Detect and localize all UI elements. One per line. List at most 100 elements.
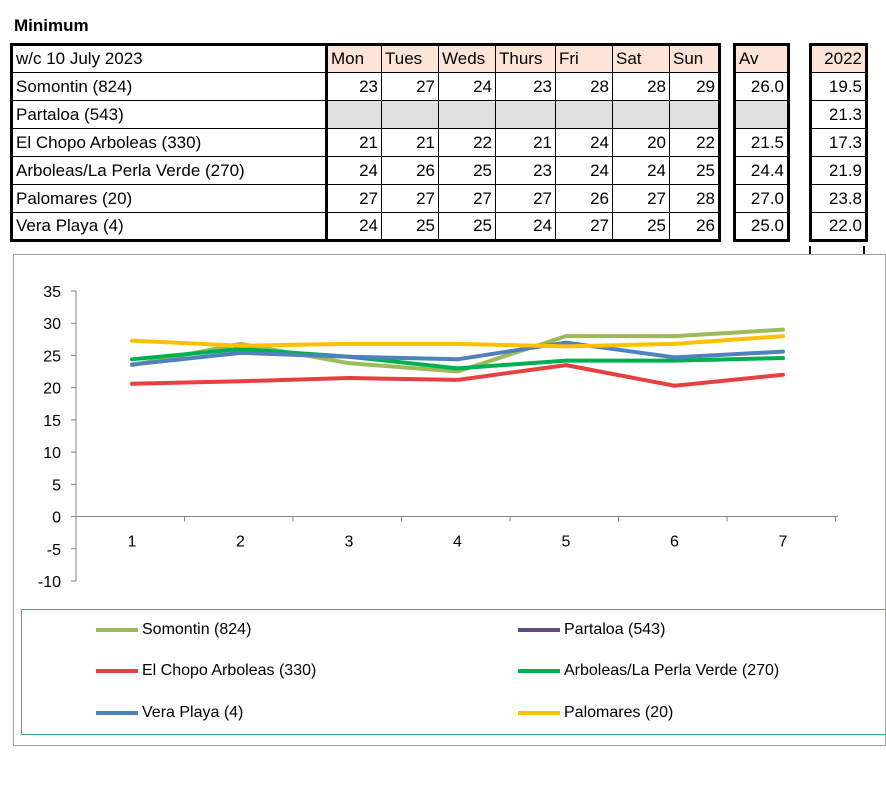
legend-label: Partaloa (543) xyxy=(564,621,666,638)
station-name-cell[interactable]: Palomares (20) xyxy=(10,184,328,213)
value-cell[interactable] xyxy=(381,100,439,129)
value-cell[interactable]: 23 xyxy=(495,72,556,101)
y-tick-label: 35 xyxy=(43,284,61,301)
value-cell[interactable]: 24 xyxy=(326,156,382,185)
day-header-sun[interactable]: Sun xyxy=(669,44,720,73)
legend-label: Palomares (20) xyxy=(564,704,674,721)
station-name-cell[interactable]: Partaloa (543) xyxy=(10,100,328,129)
y-tick-label: -5 xyxy=(47,542,61,559)
value-cell[interactable]: 24 xyxy=(612,156,670,185)
value-cell[interactable]: 28 xyxy=(555,72,613,101)
value-cell[interactable]: 21 xyxy=(495,128,556,157)
average-cell[interactable]: 21.5 xyxy=(734,128,789,157)
value-cell[interactable] xyxy=(612,100,670,129)
legend-item: Vera Playa (4) xyxy=(96,704,243,722)
table-row: Vera Playa (4) 24 25 25 24 27 25 26 xyxy=(10,212,720,241)
value-cell[interactable]: 23 xyxy=(495,156,556,185)
legend-swatch xyxy=(518,669,560,673)
day-header-weds[interactable]: Weds xyxy=(438,44,496,73)
table-row: Arboleas/La Perla Verde (270) 24 26 25 23 24 2… xyxy=(10,156,720,185)
average-cell[interactable]: 24.4 xyxy=(734,156,789,185)
value-cell[interactable]: 24 xyxy=(438,72,496,101)
value-cell[interactable]: 26 xyxy=(381,156,439,185)
value-cell[interactable]: 26 xyxy=(555,184,613,213)
year-2022-column-extension xyxy=(809,246,865,254)
value-cell[interactable]: 24 xyxy=(555,128,613,157)
station-name-cell[interactable]: El Chopo Arboleas (330) xyxy=(10,128,328,157)
temperature-table: w/c 10 July 2023 Mon Tues Weds Thurs Fri Sat Su… xyxy=(10,43,721,242)
value-cell[interactable] xyxy=(669,100,720,129)
year-2022-cell[interactable]: 21.9 xyxy=(810,156,867,185)
value-cell[interactable]: 27 xyxy=(438,184,496,213)
x-tick-label: 3 xyxy=(345,534,354,551)
station-name-cell[interactable]: Arboleas/La Perla Verde (270) xyxy=(10,156,328,185)
value-cell[interactable]: 24 xyxy=(555,156,613,185)
x-tick-label: 1 xyxy=(128,534,137,551)
value-cell[interactable]: 22 xyxy=(438,128,496,157)
value-cell[interactable]: 24 xyxy=(326,212,382,241)
value-cell[interactable]: 27 xyxy=(381,72,439,101)
year-2022-cell[interactable]: 22.0 xyxy=(810,212,867,241)
y-tick-label: -10 xyxy=(38,574,61,591)
x-tick-label: 2 xyxy=(236,534,245,551)
av-header[interactable]: Av xyxy=(734,44,789,73)
value-cell[interactable] xyxy=(326,100,382,129)
average-cell[interactable]: 26.0 xyxy=(734,72,789,101)
legend-label: Somontin (824) xyxy=(142,621,252,638)
value-cell[interactable] xyxy=(438,100,496,129)
value-cell[interactable]: 25 xyxy=(612,212,670,241)
year-2022-cell[interactable]: 17.3 xyxy=(810,128,867,157)
value-cell[interactable]: 24 xyxy=(495,212,556,241)
year-2022-cell[interactable]: 21.3 xyxy=(810,100,867,129)
day-header-sat[interactable]: Sat xyxy=(612,44,670,73)
year-2022-cell[interactable]: 23.8 xyxy=(810,184,867,213)
day-header-mon[interactable]: Mon xyxy=(326,44,382,73)
average-cell[interactable] xyxy=(734,100,789,129)
day-header-fri[interactable]: Fri xyxy=(555,44,613,73)
value-cell[interactable]: 27 xyxy=(381,184,439,213)
year-2022-table: 2022 19.5 21.3 17.3 21.9 23.8 22.0 xyxy=(809,43,868,242)
table-row: Palomares (20) 27 27 27 27 26 27 28 xyxy=(10,184,720,213)
station-name-cell[interactable]: Somontin (824) xyxy=(10,72,328,101)
value-cell[interactable]: 21 xyxy=(326,128,382,157)
value-cell[interactable]: 20 xyxy=(612,128,670,157)
legend-swatch xyxy=(518,628,560,632)
legend-item: El Chopo Arboleas (330) xyxy=(96,662,316,680)
value-cell[interactable]: 26 xyxy=(669,212,720,241)
legend-item: Palomares (20) xyxy=(518,704,673,722)
value-cell[interactable]: 25 xyxy=(438,212,496,241)
series-line-3 xyxy=(130,347,785,371)
value-cell[interactable]: 27 xyxy=(612,184,670,213)
value-cell[interactable]: 28 xyxy=(612,72,670,101)
average-table: Av 26.0 21.5 24.4 27.0 25.0 xyxy=(733,43,790,242)
value-cell[interactable]: 25 xyxy=(438,156,496,185)
value-cell[interactable] xyxy=(495,100,556,129)
value-cell[interactable]: 27 xyxy=(555,212,613,241)
value-cell[interactable]: 21 xyxy=(381,128,439,157)
year-2022-header[interactable]: 2022 xyxy=(810,44,867,73)
year-2022-cell[interactable]: 19.5 xyxy=(810,72,867,101)
y-tick-label: 25 xyxy=(43,348,61,365)
average-cell[interactable]: 27.0 xyxy=(734,184,789,213)
value-cell[interactable]: 23 xyxy=(326,72,382,101)
value-cell[interactable]: 29 xyxy=(669,72,720,101)
value-cell[interactable]: 27 xyxy=(326,184,382,213)
value-cell[interactable]: 28 xyxy=(669,184,720,213)
day-header-thurs[interactable]: Thurs xyxy=(495,44,556,73)
y-tick-label: 20 xyxy=(43,381,61,398)
station-name-cell[interactable]: Vera Playa (4) xyxy=(10,212,328,241)
day-header-tues[interactable]: Tues xyxy=(381,44,439,73)
legend-swatch xyxy=(518,711,560,715)
average-cell[interactable]: 25.0 xyxy=(734,212,789,241)
series-line-5 xyxy=(130,334,785,349)
y-tick-label: 10 xyxy=(43,445,61,462)
value-cell[interactable]: 25 xyxy=(381,212,439,241)
value-cell[interactable]: 27 xyxy=(495,184,556,213)
week-label-cell[interactable]: w/c 10 July 2023 xyxy=(10,44,328,73)
value-cell[interactable]: 25 xyxy=(669,156,720,185)
series-line-4 xyxy=(130,340,785,367)
legend-item: Arboleas/La Perla Verde (270) xyxy=(518,662,779,680)
value-cell[interactable]: 22 xyxy=(669,128,720,157)
value-cell[interactable] xyxy=(555,100,613,129)
